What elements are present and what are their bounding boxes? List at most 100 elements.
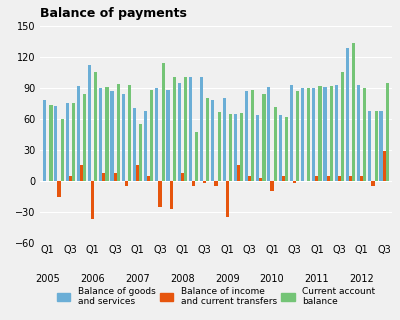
- Bar: [315, 176, 318, 181]
- Bar: [293, 181, 296, 183]
- Bar: [330, 86, 333, 181]
- Bar: [200, 77, 203, 181]
- Bar: [117, 84, 120, 181]
- Bar: [203, 181, 206, 183]
- Bar: [296, 91, 299, 181]
- Bar: [166, 90, 170, 181]
- Bar: [88, 65, 91, 181]
- Bar: [58, 181, 61, 196]
- Bar: [338, 176, 341, 181]
- Bar: [240, 113, 243, 181]
- Bar: [77, 86, 80, 181]
- Bar: [61, 119, 64, 181]
- Bar: [195, 132, 198, 181]
- Bar: [368, 111, 371, 181]
- Bar: [259, 178, 262, 181]
- Bar: [94, 72, 97, 181]
- Bar: [382, 151, 386, 181]
- Bar: [50, 105, 52, 181]
- Bar: [341, 72, 344, 181]
- Bar: [170, 181, 173, 209]
- Bar: [323, 87, 326, 181]
- Bar: [106, 87, 109, 181]
- Bar: [256, 115, 259, 181]
- Bar: [357, 85, 360, 181]
- Bar: [133, 108, 136, 181]
- Bar: [248, 176, 251, 181]
- Bar: [318, 86, 322, 181]
- Bar: [147, 176, 150, 181]
- Bar: [386, 83, 389, 181]
- Bar: [274, 108, 277, 181]
- Bar: [307, 88, 310, 181]
- Text: 2006: 2006: [80, 274, 105, 284]
- Bar: [222, 98, 226, 181]
- Bar: [184, 77, 187, 181]
- Text: 2010: 2010: [260, 274, 284, 284]
- Bar: [91, 181, 94, 220]
- Bar: [245, 91, 248, 181]
- Bar: [211, 100, 214, 181]
- Bar: [237, 165, 240, 181]
- Bar: [218, 112, 221, 181]
- Bar: [139, 124, 142, 181]
- Bar: [189, 77, 192, 181]
- Bar: [144, 111, 147, 181]
- Bar: [363, 88, 366, 181]
- Bar: [128, 85, 131, 181]
- Bar: [114, 173, 117, 181]
- Bar: [155, 88, 158, 181]
- Bar: [312, 88, 315, 181]
- Bar: [282, 176, 285, 181]
- Text: 2005: 2005: [36, 274, 60, 284]
- Bar: [349, 176, 352, 181]
- Bar: [234, 114, 237, 181]
- Bar: [278, 115, 282, 181]
- Bar: [102, 173, 106, 181]
- Bar: [150, 90, 154, 181]
- Text: 2011: 2011: [304, 274, 329, 284]
- Bar: [110, 91, 114, 181]
- Bar: [72, 103, 75, 181]
- Bar: [178, 83, 181, 181]
- Bar: [43, 100, 46, 181]
- Text: Balance of payments: Balance of payments: [40, 7, 187, 20]
- Bar: [122, 94, 125, 181]
- Bar: [206, 98, 210, 181]
- Text: 2012: 2012: [349, 274, 374, 284]
- Bar: [173, 77, 176, 181]
- Bar: [251, 90, 254, 181]
- Bar: [214, 181, 218, 186]
- Bar: [192, 181, 195, 186]
- Text: 2008: 2008: [170, 274, 195, 284]
- Bar: [301, 88, 304, 181]
- Bar: [346, 48, 349, 181]
- Bar: [54, 107, 58, 181]
- Bar: [371, 181, 374, 186]
- Bar: [352, 43, 355, 181]
- Bar: [226, 181, 229, 217]
- Bar: [162, 63, 165, 181]
- Bar: [360, 176, 363, 181]
- Bar: [99, 88, 102, 181]
- Bar: [262, 94, 266, 181]
- Bar: [270, 181, 274, 191]
- Bar: [374, 111, 378, 181]
- Bar: [158, 181, 162, 207]
- Text: 2007: 2007: [125, 274, 150, 284]
- Bar: [136, 165, 139, 181]
- Bar: [66, 103, 69, 181]
- Bar: [80, 165, 83, 181]
- Bar: [326, 176, 330, 181]
- Bar: [285, 117, 288, 181]
- Bar: [335, 85, 338, 181]
- Bar: [267, 87, 270, 181]
- Bar: [125, 181, 128, 186]
- Text: 2009: 2009: [215, 274, 240, 284]
- Bar: [181, 173, 184, 181]
- Bar: [380, 111, 382, 181]
- Bar: [83, 94, 86, 181]
- Bar: [290, 85, 293, 181]
- Legend: Balance of goods
and services, Balance of income
and current transfers, Current : Balance of goods and services, Balance o…: [57, 287, 375, 306]
- Bar: [69, 176, 72, 181]
